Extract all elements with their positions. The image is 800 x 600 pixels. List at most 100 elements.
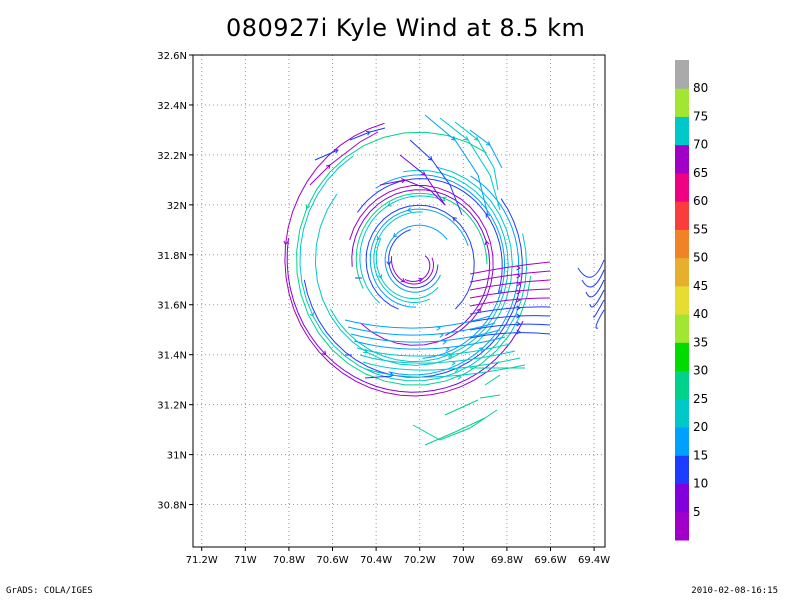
streamline-arrow [333,148,339,154]
streamline [356,343,511,357]
streamline [439,117,501,211]
colorbar-swatch [675,116,689,146]
colorbar-label: 65 [693,166,708,180]
grid-lines [193,54,605,547]
streamline-arrow [436,325,441,331]
colorbar-swatch [675,483,689,513]
streamline-arrow [516,289,521,295]
streamline-arrow [376,236,382,241]
streamline-arrow [473,136,479,141]
streamline-arrow [321,350,327,356]
streamline-arrow [450,136,456,141]
x-tick-label: 70W [452,555,475,566]
colorbar-label: 10 [693,477,708,491]
colorbar-label: 70 [693,138,708,152]
streamline [350,329,501,343]
streamline [424,114,489,216]
streamline [364,375,393,379]
y-tick-label: 31.4N [157,351,187,362]
x-tick-label: 71W [234,555,257,566]
colorbar-swatch [675,398,689,428]
colorbar-label: 45 [693,279,708,293]
axis-ticks: 71.2W 71W 70.8W 70.6W 70.4W 70.2W 70W 69.8W 69.6… [157,51,610,566]
streamline [353,336,506,350]
streamline [409,139,463,216]
colorbar: 5 10 15 20 25 30 35 40 45 50 55 60 65 70 75 80 [675,60,708,541]
x-tick-label: 71.2W [186,555,218,566]
streamline [344,315,491,329]
streamline [469,315,551,323]
colorbar-label: 5 [693,505,701,519]
streamline-arrow [309,312,314,318]
streamline-arrow [427,156,433,161]
streamline-arrow [401,178,406,184]
streamline-arrow [325,164,331,170]
streamline-arrow [442,339,447,345]
x-tick-label: 70.6W [316,555,348,566]
colorbar-label: 80 [693,81,708,95]
streamline [469,323,551,331]
streamline [357,178,503,294]
streamline-arrow [484,240,490,246]
y-tick-label: 32N [167,201,187,212]
streamline [349,185,494,346]
streamline-arrow [516,297,521,303]
colorbar-label: 40 [693,307,708,321]
streamline [412,409,498,441]
plot-frame [192,54,606,548]
streamline [577,259,605,278]
colorbar-label: 15 [693,448,708,462]
streamline-arrow [400,277,406,283]
streamline-arrow [283,240,289,246]
streamline-arrow [377,274,383,280]
streamline [390,256,434,285]
streamline [384,224,448,293]
streamline-arrow [485,141,491,146]
streamline [347,322,496,336]
colorbar-label: 75 [693,109,708,123]
y-tick-label: 31.8N [157,251,187,262]
streamline [375,239,439,300]
streamline-arrow [448,353,453,359]
timestamp: 2010-02-08-16:15 [691,586,778,596]
streamlines [283,114,605,446]
y-tick-label: 31.6N [157,301,187,312]
streamline [284,122,500,397]
streamline [379,179,446,206]
streamline-arrow [516,281,521,287]
grads-credit: GrADS: COLA/IGES [6,586,93,596]
streamline-arrow [454,367,459,373]
colorbar-swatch [675,511,689,541]
colorbar-swatch [675,60,689,89]
streamline [593,299,605,318]
colorbar-swatch [675,370,689,400]
streamline-arrow [445,346,450,352]
streamline [359,350,516,364]
colorbar-swatch [675,285,689,315]
streamline [469,332,551,339]
y-tick-label: 31.2N [157,401,187,412]
colorbar-swatch [675,257,689,287]
colorbar-label: 20 [693,420,708,434]
streamline-arrow [418,277,424,283]
x-tick-label: 69.6W [534,555,566,566]
colorbar-swatch [675,201,689,230]
colorbar-swatch [675,144,689,174]
streamline [469,297,551,307]
streamline-arrow [439,332,444,338]
colorbar-label: 35 [693,335,708,349]
streamline-arrow [476,308,481,313]
streamline [355,192,488,289]
colorbar-label: 25 [693,392,708,406]
streamline-arrow [451,360,456,366]
streamline-arrow [365,130,371,136]
colorbar-label: 60 [693,194,708,208]
y-tick-label: 30.8N [157,501,187,512]
streamline-arrow [386,261,392,266]
streamline [365,204,475,310]
streamline [469,306,551,315]
streamline-arrow [516,305,521,311]
streamline-arrow [516,265,521,271]
colorbar-swatch [675,229,689,259]
streamline [581,269,605,288]
